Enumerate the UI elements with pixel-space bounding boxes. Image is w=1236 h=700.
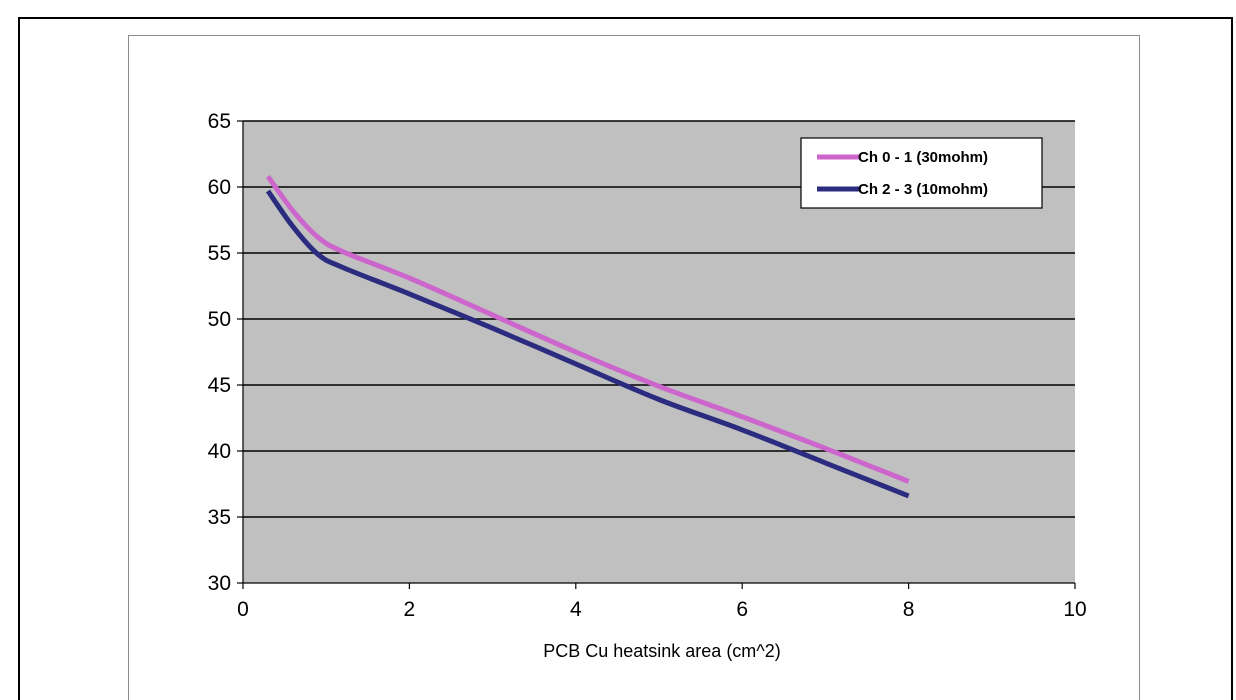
legend-box: [800, 137, 1043, 209]
legend: Ch 0 - 1 (30mohm) Ch 2 - 3 (10mohm): [800, 137, 1043, 209]
series-line-1: [265, 174, 910, 484]
y-tick-label: 35: [208, 506, 231, 529]
x-tick-label: 8: [903, 598, 915, 621]
series-line-2: [265, 189, 910, 499]
y-tick-label: 30: [208, 572, 231, 595]
axes: [237, 120, 1076, 589]
y-tick-label: 40: [208, 440, 231, 463]
x-tick-label: 2: [404, 598, 416, 621]
legend-label-2: Ch 2 - 3 (10mohm): [858, 181, 988, 198]
y-tick-label: 60: [208, 176, 231, 199]
x-axis-label: PCB Cu heatsink area (cm^2): [543, 641, 781, 661]
frame-right-rule: [1231, 17, 1233, 700]
y-tick-label: 55: [208, 242, 231, 265]
x-tick-label: 10: [1063, 598, 1086, 621]
y-tick-label: 45: [208, 374, 231, 397]
series-lines: [265, 174, 910, 499]
tick-labels: 30 35 40 45 50 55 60 65 0 2 4 6 8 10: [208, 110, 1087, 621]
x-tick-label: 6: [736, 598, 748, 621]
legend-label-1: Ch 0 - 1 (30mohm): [858, 149, 988, 166]
y-tick-label: 65: [208, 110, 231, 133]
frame-left-rule: [18, 17, 20, 700]
x-tick-label: 4: [570, 598, 582, 621]
x-tick-label: 0: [237, 598, 249, 621]
frame-top-rule: [18, 17, 1233, 19]
y-tick-label: 50: [208, 308, 231, 331]
